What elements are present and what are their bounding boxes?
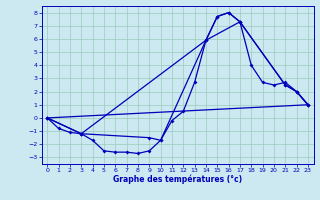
X-axis label: Graphe des températures (°c): Graphe des températures (°c): [113, 175, 242, 184]
